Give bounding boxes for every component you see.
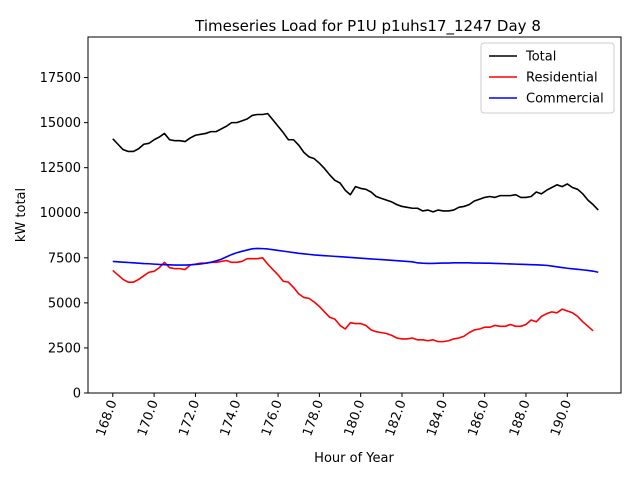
x-tick-label: 184.0 <box>424 398 451 438</box>
series-line-residential <box>112 257 594 343</box>
x-tick-label: 168.0 <box>94 398 121 438</box>
x-tick-label: 178.0 <box>300 398 327 438</box>
legend-label-residential: Residential <box>526 71 598 86</box>
series-line-total <box>112 112 599 213</box>
legend: Total Residential Commercial <box>480 42 615 114</box>
x-axis: 168.0 170.0 172.0 174.0 176.0 178.0 180.0 182.0… <box>94 393 575 438</box>
y-tick-label: 7500 <box>48 251 81 266</box>
y-tick-label: 12500 <box>40 161 81 176</box>
y-tick-label: 2500 <box>48 341 81 356</box>
series-layer <box>112 112 599 343</box>
x-tick-label: 188.0 <box>507 398 534 438</box>
y-tick-label: 15000 <box>40 116 81 131</box>
x-tick-label: 180.0 <box>342 398 369 438</box>
x-tick-label: 174.0 <box>218 398 245 438</box>
series-line-commercial <box>112 247 599 274</box>
y-tick-label: 10000 <box>40 206 81 221</box>
x-tick-label: 172.0 <box>176 398 203 438</box>
y-axis: 0 2500 5000 7500 10000 12500 15000 17500 <box>40 71 88 402</box>
y-tick-label: 17500 <box>40 71 81 86</box>
chart-title: Timeseries Load for P1U p1uhs17_1247 Day… <box>194 17 541 36</box>
y-tick-label: 0 <box>73 387 81 402</box>
x-tick-label: 182.0 <box>383 398 410 438</box>
x-tick-label: 190.0 <box>548 398 575 438</box>
x-tick-label: 186.0 <box>466 398 493 438</box>
legend-label-total: Total <box>525 50 556 65</box>
y-tick-label: 5000 <box>48 296 81 311</box>
legend-label-commercial: Commercial <box>526 92 604 107</box>
x-tick-label: 176.0 <box>259 398 286 438</box>
y-axis-title: kW total <box>14 188 29 242</box>
x-tick-label: 170.0 <box>135 398 162 438</box>
plot-area-frame <box>87 36 622 394</box>
legend-frame <box>480 42 615 114</box>
x-axis-title: Hour of Year <box>314 451 394 466</box>
